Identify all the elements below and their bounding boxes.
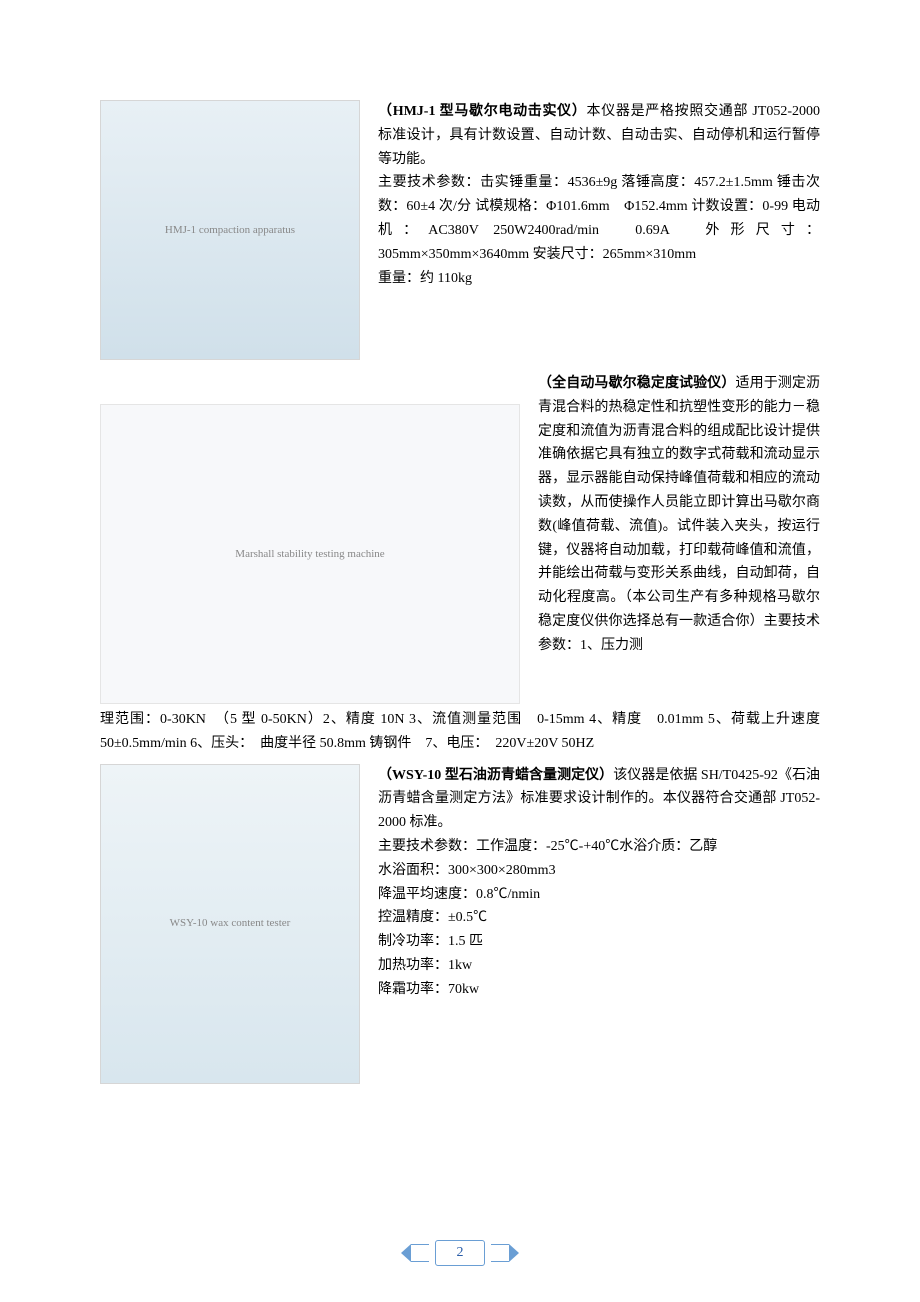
param-refrig: 制冷功率：1.5 匹 <box>378 934 483 949</box>
params-label-wsy10: 主要技术参数： <box>378 839 476 854</box>
ribbon-left-icon <box>401 1244 429 1262</box>
product-image-hmj1: HMJ-1 compaction apparatus <box>100 100 360 360</box>
page: HMJ-1 compaction apparatus （HMJ-1 型马歇尔电动… <box>0 0 920 1302</box>
product-cont-marshall: 理范围：0-30KN （5 型 0-50KN）2、精度 10N 3、流值测量范围… <box>100 712 820 751</box>
section-wsy10: WSY-10 wax content tester （WSY-10 型石油沥青蜡… <box>100 764 820 1088</box>
param-precision: 控温精度：±0.5℃ <box>378 910 487 925</box>
page-footer: 2 <box>0 1240 920 1266</box>
product-desc-marshall: 适用于测定沥青混合料的热稳定性和抗塑性变形的能力－稳定度和流值为沥青混合料的组成… <box>538 376 820 653</box>
product-title-hmj1: （HMJ-1 型马歇尔电动击实仪） <box>378 104 587 119</box>
content-area: HMJ-1 compaction apparatus （HMJ-1 型马歇尔电动… <box>100 100 820 1088</box>
product-title-marshall: （全自动马歇尔稳定度试验仪） <box>538 376 735 391</box>
product-image-wsy10: WSY-10 wax content tester <box>100 764 360 1084</box>
param-defrost: 降霜功率：70kw <box>378 982 479 997</box>
params-label-hmj1: 主要技术参数： <box>378 175 480 190</box>
product-title-wsy10: （WSY-10 型石油沥青蜡含量测定仪） <box>378 768 613 783</box>
page-number-ribbon: 2 <box>401 1240 519 1266</box>
section-hmj1: HMJ-1 compaction apparatus （HMJ-1 型马歇尔电动… <box>100 100 820 364</box>
image-placeholder-label: HMJ-1 compaction apparatus <box>165 221 295 240</box>
image-placeholder-label: WSY-10 wax content tester <box>170 914 291 933</box>
page-number: 2 <box>435 1240 485 1266</box>
param-cool: 降温平均速度：0.8℃/nmin <box>378 887 540 902</box>
weight-hmj1: 重量：约 110kg <box>378 271 472 286</box>
param-area: 水浴面积：300×300×280mm3 <box>378 863 556 878</box>
param-temp: 工作温度：-25℃-+40℃水浴介质：乙醇 <box>476 839 717 854</box>
section-marshall: Marshall stability testing machine （全自动马… <box>100 372 820 756</box>
image-placeholder-label: Marshall stability testing machine <box>235 545 384 564</box>
param-heat: 加热功率：1kw <box>378 958 472 973</box>
product-image-marshall: Marshall stability testing machine <box>100 404 520 704</box>
ribbon-right-icon <box>491 1244 519 1262</box>
